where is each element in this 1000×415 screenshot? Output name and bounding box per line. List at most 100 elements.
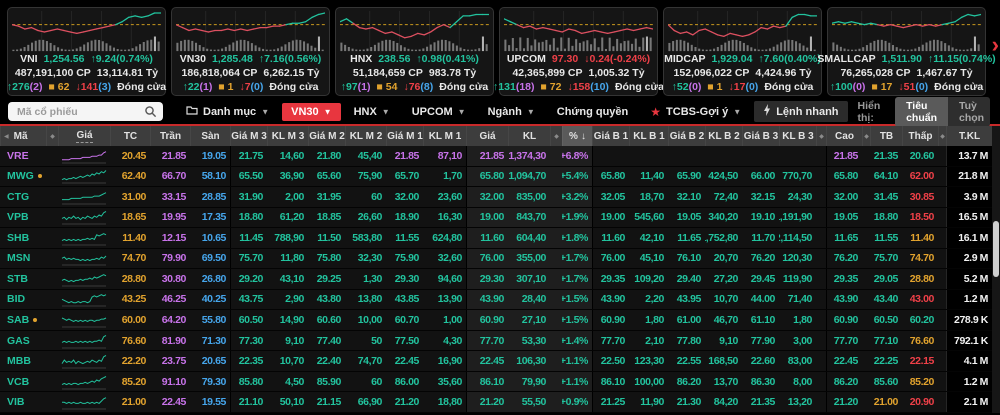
table-row-msn[interactable]: MSN 74.70 79.90 69.50 75.70 11,80 75.80 32,30 75… (0, 248, 992, 270)
cell-low: 76.60 (909, 334, 935, 347)
spacer-cell (46, 167, 58, 187)
index-panel-upcom[interactable]: UPCOM 97.30 ↓0.24(-0.24%) 42,365,899 CP 1,00… (493, 7, 664, 96)
column-header-tc[interactable]: TC (110, 126, 150, 146)
session-status: Đóng cửa (934, 81, 984, 93)
cell-m2p: 75.80 (316, 252, 342, 265)
column-header-b1v[interactable]: KL B 1 (629, 126, 668, 146)
header-label: TC (123, 130, 138, 142)
toolbar-tab-tcbs-g-i-[interactable]: ★ TCBS-Gợi ý ▼ (641, 102, 750, 122)
unchanged-count: ■ 1 (218, 81, 234, 93)
column-expand-icon[interactable]: ◆ (816, 126, 826, 146)
table-row-stb[interactable]: STB 28.80 30.80 26.80 29.20 43,10 29.25 1,30 29.… (0, 269, 992, 290)
column-header-b2v[interactable]: KL B 2 (705, 126, 742, 146)
index-panel-hnx[interactable]: HNX 238.56 ↑0.98(0.41%) 51,184,659 CP 983.78… (335, 7, 494, 96)
carousel-next-icon[interactable]: › (991, 32, 999, 57)
column-expand-icon[interactable]: ◆ (862, 126, 870, 146)
column-header-pct[interactable]: % ↓ (562, 126, 592, 146)
column-header-low[interactable]: Thấp (902, 126, 938, 146)
header-label: KL (522, 130, 537, 142)
column-expand-icon: ◆ (554, 133, 559, 140)
cell-pct: +1.7% (562, 269, 592, 289)
cell-floor: 19.55 (201, 396, 227, 409)
column-header-b3v[interactable]: KL B 3 (779, 126, 816, 146)
column-header-m1p[interactable]: Giá M 1 (386, 126, 423, 146)
column-header-b1p[interactable]: Giá B 1 (592, 126, 629, 146)
cell-high: 86.20 (826, 371, 862, 392)
column-header-high[interactable]: Cao (826, 126, 862, 146)
cell-floor: 28.85 (201, 190, 227, 203)
header-label: Giá (76, 129, 93, 143)
cell-m2v: 66,90 (357, 396, 383, 409)
display-option-ti-u-chu-n[interactable]: Tiêu chuẩn (895, 96, 948, 127)
index-panel-vn30[interactable]: VN30 1,285.48 ↑7.16(0.56%) 186,818,064 CP 6,… (171, 7, 330, 96)
table-scrollbar[interactable] (992, 126, 1000, 413)
index-panel-smallcap[interactable]: SMALLCAP 1,511.90 ↑11.15(0.74%) 76,265,028 … (817, 7, 996, 96)
toolbar-tab-l-nh-nhanh[interactable]: Lệnh nhanh (754, 101, 848, 122)
display-option-tu-ch-n[interactable]: Tuỳ chọn (947, 96, 991, 127)
table-row-sab[interactable]: SAB 60.00 64.20 55.80 60.50 14,90 60.60 10,00 60… (0, 310, 992, 331)
column-expand-icon[interactable]: ◆ (550, 126, 562, 146)
index-change: ↑9.24(0.74%) (90, 53, 153, 65)
symbol-label: STB (7, 272, 28, 285)
column-header-m3v[interactable]: KL M 3 (267, 126, 308, 146)
cell-b1p (592, 146, 629, 166)
column-header-b3p[interactable]: Giá B 3 (742, 126, 779, 146)
table-row-bid[interactable]: BID 43.25 46.25 40.25 43.75 2,90 43.80 13,80 43.… (0, 289, 992, 311)
toolbar-tab-upcom[interactable]: UPCOM ▼ (403, 103, 475, 121)
column-expand-icon[interactable]: ◆ (46, 126, 58, 146)
table-row-vre[interactable]: VRE 20.45 21.85 19.05 21.75 14,60 21.80 45,40 21… (0, 146, 992, 167)
cell-m2v: 45,40 (357, 149, 383, 162)
scrollbar-thumb[interactable] (993, 221, 999, 277)
column-header-vol[interactable]: KL (508, 126, 550, 146)
cell-avg: 60.50 (873, 314, 899, 327)
cell-high: 21.85 (826, 146, 862, 166)
cell-b2p: 32.10 (676, 190, 702, 203)
toolbar-tab-vn30[interactable]: VN30 ▼ (282, 102, 341, 121)
spacer-cell (862, 372, 870, 392)
table-row-shb[interactable]: SHB 11.40 12.15 10.65 11.45 788,90 11.50 583,80… (0, 228, 992, 249)
column-header-m3p[interactable]: Giá M 3 (230, 126, 267, 146)
chevron-down-icon: ▼ (261, 107, 270, 117)
index-panel-vni[interactable]: VNI 1,254.56 ↑9.24(0.74%) 487,191,100 CP 13,… (7, 7, 166, 96)
cell-sym: VIB (0, 392, 46, 412)
table-row-mbb[interactable]: MBB 22.20 23.75 20.65 22.35 10,70 22.40 74,70 22… (0, 351, 992, 372)
toolbar-tab-ch-ng-quy-n[interactable]: Chứng quyền (548, 103, 638, 121)
cell-vol: 1,094,70 (508, 166, 550, 187)
search-input[interactable] (8, 102, 163, 122)
index-panel-midcap[interactable]: MIDCAP 1,929.04 ↑7.60(0.40%) 152,096,022 CP… (663, 7, 822, 96)
column-expand-icon[interactable]: ◆ (938, 126, 946, 146)
symbol-label: BID (7, 293, 26, 306)
table-row-gas[interactable]: GAS 76.60 81.90 71.30 77.30 9,10 77.40 50 77.50 4… (0, 330, 992, 352)
column-header-avg[interactable]: TB (870, 126, 902, 146)
column-header-m2v[interactable]: KL M 2 (345, 126, 386, 146)
spacer-cell (46, 310, 58, 330)
cell-m2v: 74,70 (357, 355, 383, 368)
spacer-cell (46, 372, 58, 392)
spacer-cell (862, 167, 870, 187)
cell-price: 29.30 (466, 269, 508, 289)
table-row-mwg[interactable]: MWG 62.40 66.70 58.10 65.50 36,90 65.60 75,90 65… (0, 166, 992, 188)
column-header-tvol[interactable]: T.KL (946, 126, 992, 146)
column-header-m1v[interactable]: KL M 1 (423, 126, 466, 146)
table-row-vpb[interactable]: VPB 18.65 19.95 17.35 18.80 61,20 18.85 26,60 18… (0, 207, 992, 229)
cell-ceil: 64.20 (161, 314, 187, 327)
toolbar-tab-ng-nh[interactable]: Ngành ▼ (479, 103, 544, 121)
table-row-vib[interactable]: VIB 21.00 22.45 19.55 21.10 50,10 21.15 66,90 21… (0, 392, 992, 413)
table-row-vcb[interactable]: VCB 85.20 91.10 79.30 85.80 4,50 85.90 60 86.00 3… (0, 371, 992, 393)
column-header-b2p[interactable]: Giá B 2 (668, 126, 705, 146)
cell-m1p: 86.00 (394, 375, 420, 388)
toolbar-tab-danh-m-c[interactable]: Danh mục ▼ (177, 102, 278, 121)
cell-b2v: 340,20 (708, 211, 738, 224)
cell-m2p: 29.25 (316, 272, 342, 285)
table-row-ctg[interactable]: CTG 31.00 33.15 28.85 31.90 2,00 31.95 60 32.00 2… (0, 187, 992, 208)
column-header-m2p[interactable]: Giá M 2 (308, 126, 345, 146)
column-header-spark[interactable]: Giá (58, 126, 110, 146)
tab-label: Lệnh nhanh (776, 105, 839, 118)
column-header-ceil[interactable]: Trần (150, 126, 190, 146)
cell-pct: +3.2% (562, 187, 592, 207)
toolbar-tab-hnx[interactable]: HNX ▼ (345, 103, 399, 121)
column-header-floor[interactable]: Sàn (190, 126, 230, 146)
cell-m3p: 11.45 (230, 228, 267, 248)
column-header-sym[interactable]: ◀ Mã (0, 126, 46, 146)
column-header-price[interactable]: Giá (466, 126, 508, 146)
